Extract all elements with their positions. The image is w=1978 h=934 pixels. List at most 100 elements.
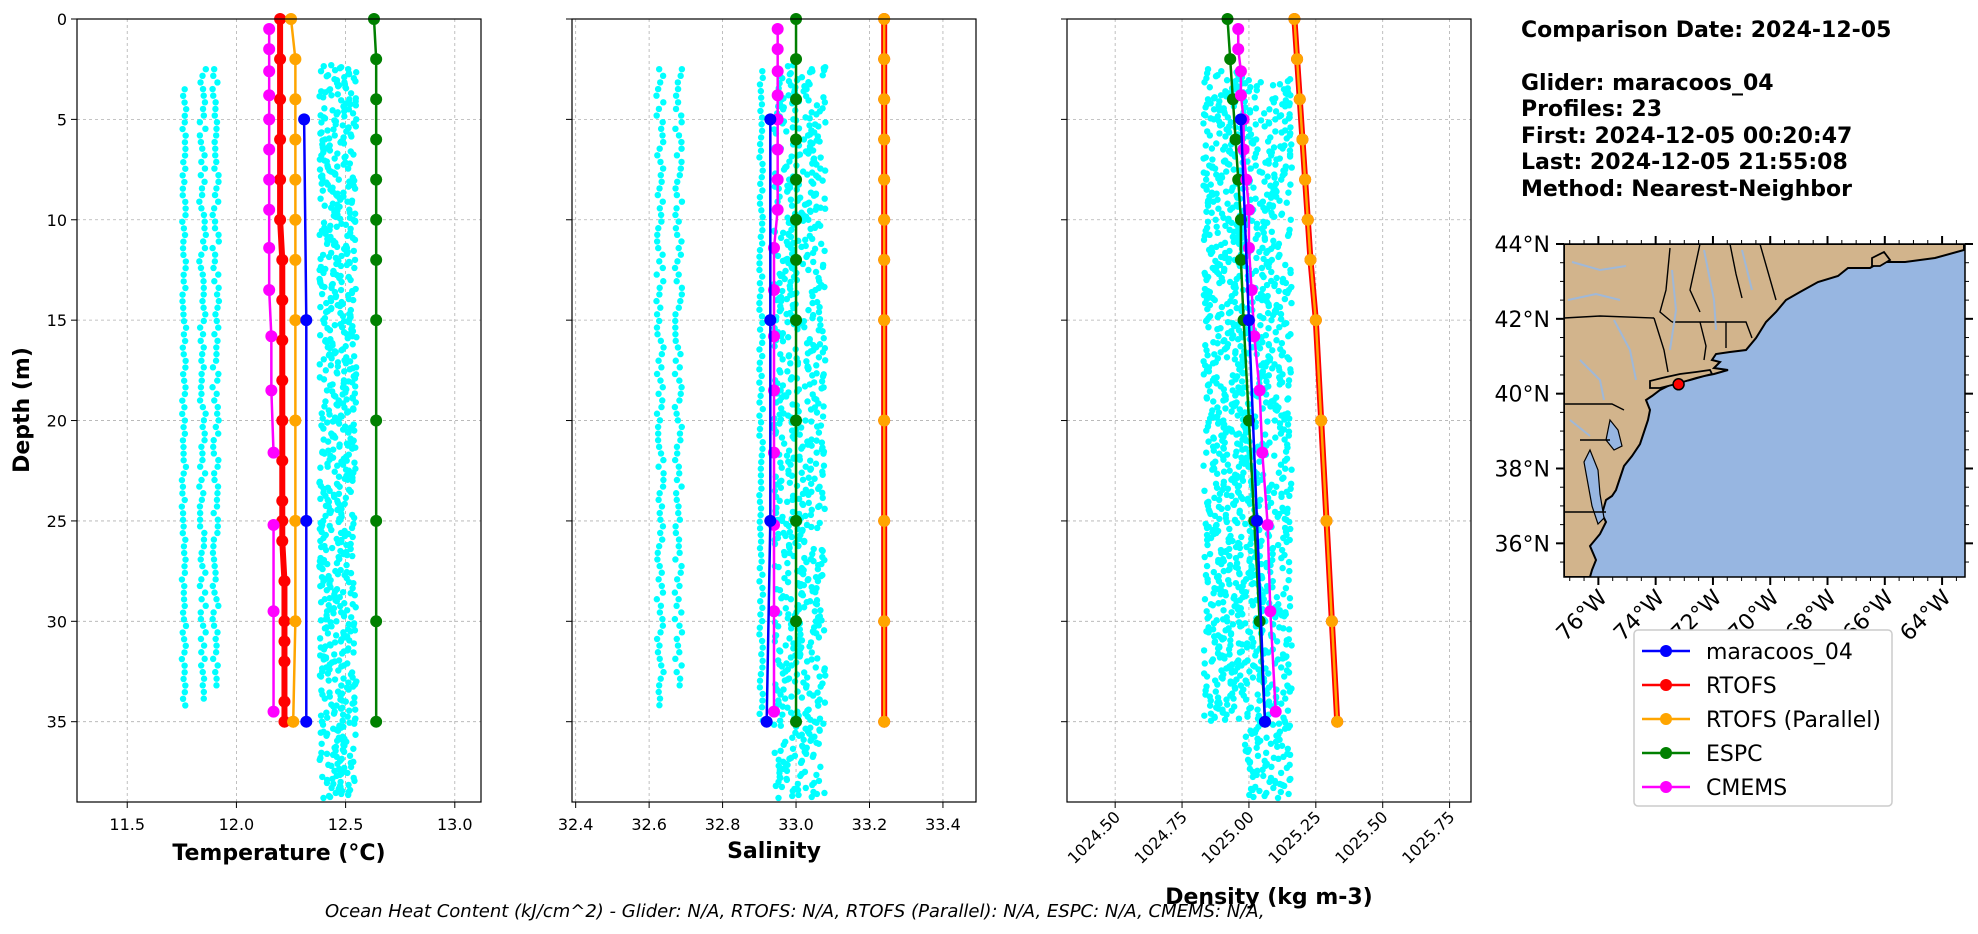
glider-observation-point [197, 384, 205, 391]
glider-observation-point [813, 449, 820, 456]
glider-observation-point [1234, 474, 1241, 481]
glider-observation-point [200, 543, 208, 550]
glider-observation-point [349, 700, 356, 707]
glider-observation-point [179, 397, 186, 404]
glider-observation-point [179, 92, 187, 100]
glider-observation-point [1277, 769, 1285, 777]
glider-observation-point [794, 780, 802, 788]
longitude-tick-label: 76°W [1552, 585, 1613, 646]
glider-observation-point [198, 576, 205, 583]
glider-observation-point [783, 188, 791, 195]
glider-observation-point [778, 434, 786, 441]
glider-observation-point [178, 576, 186, 583]
legend-label-rtofs-parallel: RTOFS (Parallel) [1706, 708, 1881, 733]
glider-observation-point [796, 653, 804, 660]
glider-observation-point [672, 337, 679, 345]
glider-observation-point [214, 529, 221, 537]
glider-observation-point [319, 94, 327, 101]
glider-observation-point [201, 589, 209, 596]
glider-observation-point [671, 589, 679, 596]
glider-observation-point [1263, 249, 1270, 257]
glider-observation-point [352, 399, 360, 406]
glider-observation-point [215, 271, 222, 278]
glider-observation-point [1211, 639, 1218, 646]
glider-observation-point [348, 133, 355, 140]
glider-observation-point [757, 419, 765, 426]
glider-observation-point [759, 664, 766, 671]
glider-observation-point [1224, 330, 1232, 337]
glider-observation-point [787, 376, 795, 383]
glider-observation-point [1248, 535, 1255, 543]
glider-observation-point [1200, 120, 1207, 127]
glider-observation-point [1281, 295, 1289, 303]
glider-observation-point [1283, 538, 1290, 546]
glider-observation-point [1206, 388, 1214, 395]
glider-observation-point [777, 484, 785, 491]
glider-observation-point [804, 350, 812, 357]
glider-observation-point [796, 456, 804, 463]
glider-observation-point [323, 750, 331, 758]
maracoos-04-point [764, 113, 777, 126]
glider-observation-point [1266, 778, 1273, 786]
glider-observation-point [211, 138, 218, 146]
glider-observation-point [799, 490, 807, 498]
y-tick-label: 30 [47, 612, 67, 631]
legend-box [1633, 629, 1893, 807]
glider-observation-point [331, 155, 338, 162]
glider-observation-point [327, 362, 335, 369]
glider-observation-point [759, 213, 766, 221]
glider-observation-point [1284, 396, 1291, 403]
glider-observation-point [676, 430, 684, 437]
glider-observation-point [1228, 669, 1235, 676]
salinity-panel: 32.4 32.6 32.8 33.0 33.2 33.4 Salinity [558, 13, 977, 864]
glider-observation-point [659, 523, 667, 530]
glider-observation-point [1268, 365, 1276, 372]
glider-observation-point [1212, 688, 1219, 695]
glider-observation-point [347, 90, 355, 97]
espc-point [790, 253, 803, 266]
glider-observation-point [1223, 711, 1230, 718]
glider-observation-point [182, 622, 190, 630]
glider-observation-point [1264, 173, 1271, 180]
glider-observation-point [1288, 466, 1295, 473]
glider-observation-point [784, 578, 792, 586]
glider-observation-point [181, 139, 189, 146]
glider-observation-point [180, 331, 188, 338]
glider-observation-point [1278, 176, 1285, 183]
glider-observation-point [803, 358, 810, 365]
glider-observation-point [179, 291, 186, 298]
glider-observation-point [676, 171, 683, 179]
glider-observation-point [1287, 92, 1294, 99]
glider-observation-point [756, 346, 763, 353]
glider-observation-point [339, 461, 347, 468]
glider-observation-point [1252, 652, 1259, 659]
glider-observation-point [1277, 461, 1285, 468]
glider-observation-point [758, 458, 765, 466]
glider-observation-point [779, 356, 786, 363]
map-frame [1563, 243, 1966, 578]
glider-observation-point [1281, 673, 1288, 680]
glider-observation-point [340, 161, 347, 168]
glider-observation-point [795, 495, 803, 503]
glider-observation-point [324, 438, 332, 445]
glider-observation-point [180, 311, 187, 318]
glider-observation-point [214, 483, 222, 490]
glider-observation-point [677, 437, 684, 444]
glider-observation-point [1285, 661, 1292, 668]
glider-observation-point [180, 351, 187, 358]
glider-observation-point [1217, 241, 1225, 249]
glider-observation-point [812, 268, 820, 276]
glider-observation-point [1273, 594, 1281, 601]
glider-observation-point [349, 552, 356, 560]
glider-observation-point [215, 231, 222, 239]
glider-observation-point [215, 456, 222, 464]
glider-observation-point [180, 304, 187, 312]
glider-observation-point [653, 112, 660, 119]
rtofs-point [278, 695, 291, 708]
glider-observation-point [820, 450, 827, 457]
x-tick-label: 13.0 [437, 815, 473, 834]
glider-observation-point [815, 740, 822, 747]
glider-observation-point [1206, 702, 1214, 709]
glider-observation-point [771, 749, 778, 757]
rtofs-parallel-point [287, 715, 300, 728]
